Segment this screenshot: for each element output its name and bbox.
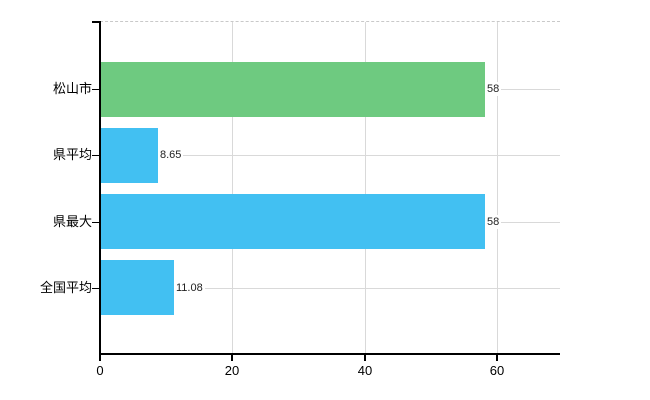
bar-value-label: 58 (485, 82, 502, 96)
plot-top-dashed-border (100, 21, 560, 22)
bar-3 (101, 194, 485, 249)
x-axis-tick (496, 355, 498, 361)
gridline-horizontal (100, 288, 560, 289)
y-axis-line (99, 21, 101, 355)
bar-4 (101, 260, 174, 315)
bar-value-label: 8.65 (158, 148, 184, 162)
gridline-horizontal (100, 155, 560, 156)
category-label: 県平均 (52, 147, 92, 162)
x-axis-tick (99, 355, 101, 361)
x-axis-tick-label: 0 (96, 363, 104, 378)
bar-value-label: 11.08 (174, 281, 205, 295)
category-label: 全国平均 (39, 280, 92, 295)
category-label: 松山市 (52, 81, 92, 96)
y-axis-tick (92, 155, 99, 156)
x-axis-tick-label: 40 (357, 363, 373, 378)
x-axis-line (99, 353, 560, 355)
x-axis-tick-label: 20 (224, 363, 240, 378)
y-axis-top-tick (92, 21, 100, 23)
gridline-vertical (365, 22, 366, 353)
gridline-vertical (232, 22, 233, 353)
x-axis-tick-label: 60 (489, 363, 505, 378)
x-axis-tick (364, 355, 366, 361)
bar-value-label: 58 (485, 215, 502, 229)
bar-1 (101, 62, 485, 117)
y-axis-tick (92, 222, 99, 223)
y-axis-tick (92, 288, 99, 289)
y-axis-tick (92, 89, 99, 90)
gridline-vertical (497, 22, 498, 353)
bar-2 (101, 128, 158, 183)
x-axis-tick (231, 355, 233, 361)
category-label: 県最大 (52, 214, 92, 229)
